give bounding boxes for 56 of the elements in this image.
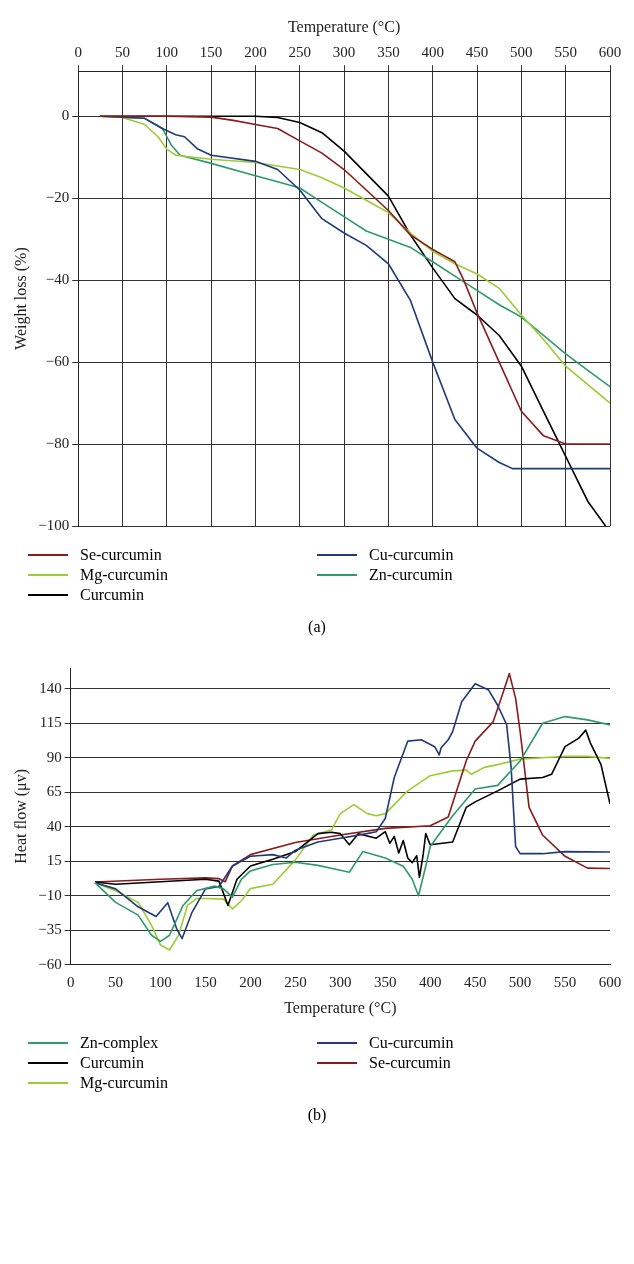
x-tick-label: 50: [108, 973, 124, 990]
x-tick-label: 400: [418, 973, 442, 990]
y-tick-label: −20: [45, 189, 70, 206]
x-tick-label: 300: [329, 973, 352, 990]
y-tick-label: 15: [46, 852, 62, 869]
x-tick-label: 450: [465, 44, 489, 61]
legend-label: Cu-curcumin: [369, 546, 454, 564]
x-tick-label: 550: [554, 44, 577, 61]
x-tick-label: 350: [377, 44, 400, 61]
x-tick-label: 150: [194, 973, 217, 990]
x-tick-label: 350: [374, 973, 397, 990]
y-tick-label: −10: [38, 886, 62, 903]
x-tick-label: 300: [332, 44, 356, 61]
x-tick-label: 400: [421, 44, 444, 61]
legend-label: Se-curcumin: [80, 546, 162, 564]
legend-label: Curcumin: [80, 586, 144, 604]
y-tick-label: 90: [46, 748, 62, 765]
y-tick-label: −100: [38, 516, 70, 533]
x-tick-label: 0: [74, 44, 82, 61]
legend-label: Curcumin: [80, 1054, 144, 1072]
x-tick-label: 500: [508, 973, 532, 990]
y-tick-label: 140: [39, 679, 62, 696]
x-tick-label: 500: [510, 44, 533, 61]
x-tick-label: 100: [155, 44, 179, 61]
x-tick-label: 150: [199, 44, 223, 61]
legend-label: Se-curcumin: [369, 1054, 451, 1072]
x-axis-title: Temperature (°C): [287, 17, 401, 36]
y-tick-label: −35: [38, 921, 62, 938]
y-tick-label: −80: [45, 434, 70, 451]
text: (b): [306, 1106, 328, 1124]
y-tick-label: 0: [61, 107, 70, 124]
x-tick-label: 450: [463, 973, 487, 990]
x-tick-label: 200: [239, 973, 262, 990]
x-tick-label: 550: [553, 973, 577, 990]
legend-label: Mg-curcumin: [80, 566, 168, 584]
legend-label: Mg-curcumin: [80, 1074, 168, 1092]
legend-label: Zn-curcumin: [369, 566, 453, 584]
text: (a): [307, 618, 327, 636]
y-axis-title: Weight loss (%): [11, 247, 30, 350]
y-tick-label: −60: [45, 353, 70, 370]
x-tick-label: 600: [598, 44, 622, 61]
y-tick-label: 115: [39, 714, 62, 731]
y-tick-label: 40: [46, 817, 62, 834]
x-tick-label: 200: [244, 44, 267, 61]
legend-label: Zn-complex: [80, 1034, 159, 1052]
x-axis-title: Temperature (°C): [284, 998, 397, 1017]
x-tick-label: 250: [284, 973, 307, 990]
x-tick-label: 600: [598, 973, 622, 990]
y-tick-label: −40: [45, 271, 70, 288]
legend-label: Cu-curcumin: [369, 1034, 454, 1052]
x-tick-label: 100: [149, 973, 172, 990]
x-tick-label: 50: [114, 44, 130, 61]
x-tick-label: 250: [288, 44, 312, 61]
y-axis-title: Heat flow (μv): [11, 769, 30, 864]
y-tick-label: 65: [46, 783, 62, 800]
y-tick-label: −60: [38, 955, 62, 972]
